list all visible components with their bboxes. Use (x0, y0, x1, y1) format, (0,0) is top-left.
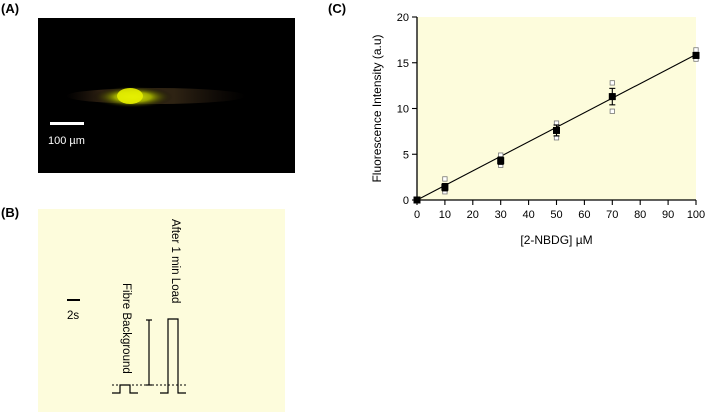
load-trace (160, 318, 186, 394)
calibration-chart: 0 10 20 30 40 50 60 70 80 90 100 0 5 10 15 20 [2-NBDG] … (365, 0, 709, 260)
fibre-background-label: Fibre Background (120, 283, 132, 374)
panel-b-label: (B) (1, 205, 20, 220)
x-tick-label: 50 (550, 209, 562, 221)
trace-panel: 2s Fibre Background After 1 min Load (38, 209, 285, 412)
chart-svg: 0 10 20 30 40 50 60 70 80 90 100 0 5 10 15 20 [2-NBDG] … (370, 12, 705, 247)
mean-point (497, 157, 505, 165)
x-tick-label: 30 (495, 209, 507, 221)
panel-c-label: (C) (328, 1, 347, 16)
replicate-point (442, 176, 448, 182)
y-tick-label: 10 (397, 104, 409, 116)
x-tick-label: 40 (522, 209, 534, 221)
trace-drawing (67, 299, 188, 394)
background-trace (112, 384, 138, 394)
x-tick-label: 90 (662, 209, 674, 221)
replicate-point (609, 108, 615, 114)
x-tick-label: 0 (414, 209, 420, 221)
x-tick-label: 100 (687, 209, 705, 221)
mean-point (553, 126, 560, 134)
x-tick-label: 20 (467, 209, 479, 221)
x-tick-label: 70 (606, 209, 618, 221)
x-tick-label: 10 (439, 209, 451, 221)
mean-point (441, 183, 449, 191)
after-load-label: After 1 min Load (169, 219, 181, 304)
y-tick-label: 15 (397, 58, 409, 70)
y-tick-label: 0 (403, 195, 409, 207)
plot-area (417, 17, 696, 200)
y-tick-label: 20 (397, 12, 409, 24)
mean-point (692, 51, 700, 59)
fibre-fluorescence-image (66, 86, 246, 108)
y-axis-title: Fluorescence Intensity (a.u) (370, 34, 384, 182)
replicate-point (609, 80, 615, 86)
scale-bar (50, 122, 84, 125)
mean-point (608, 93, 616, 101)
replicate-point (693, 47, 699, 53)
time-scale-label: 2s (67, 310, 80, 322)
x-tick-label: 80 (634, 209, 646, 221)
panel-a-label: (A) (1, 1, 20, 16)
scale-bar-label: 100 µm (48, 135, 85, 147)
x-axis-title: [2-NBDG] µM (520, 233, 592, 247)
x-tick-label: 60 (578, 209, 590, 221)
y-tick-label: 5 (403, 149, 409, 161)
micrograph-image: 100 µm (38, 18, 295, 173)
